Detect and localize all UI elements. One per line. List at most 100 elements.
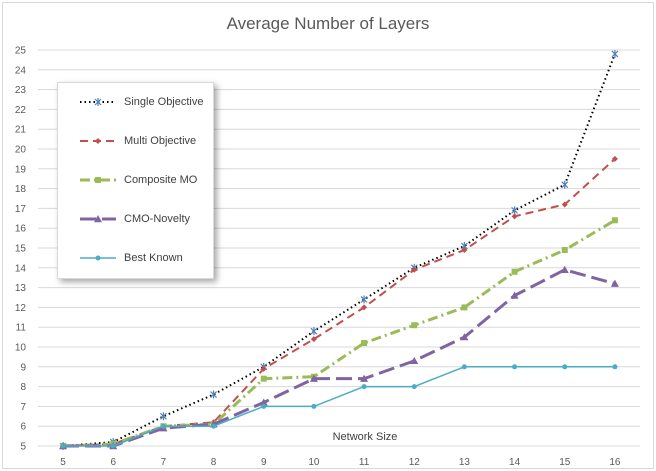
data-point (411, 266, 418, 273)
x-axis-tick-labels: 5 6 7 8 9 10 11 12 13 14 15 16 (60, 457, 621, 468)
y-tick-label: 21 (15, 125, 27, 136)
gridlines (38, 49, 640, 447)
data-point (612, 364, 618, 370)
legend-swatch (80, 98, 116, 106)
legend-item: Best Known (58, 248, 213, 268)
data-point (310, 336, 317, 343)
data-point (460, 333, 469, 341)
data-point (410, 356, 419, 365)
y-tick-label: 6 (20, 422, 26, 433)
data-point (562, 364, 568, 370)
y-tick-label: 17 (15, 204, 27, 215)
legend-swatch (80, 255, 116, 261)
x-tick-label: 16 (609, 457, 621, 468)
y-tick-label: 15 (15, 244, 27, 255)
x-tick-label: 6 (110, 457, 116, 468)
data-point (411, 322, 418, 329)
data-point (611, 217, 618, 224)
legend-marker (95, 138, 101, 144)
data-point (411, 384, 417, 390)
y-axis-tick-labels: 5 6 7 8 9 10 11 12 13 14 15 16 17 18 19 20 21 22 23 24 25 (15, 46, 27, 453)
y-tick-label: 23 (15, 85, 27, 96)
data-point (461, 246, 468, 253)
data-point (260, 365, 267, 372)
y-tick-label: 8 (20, 382, 26, 393)
y-tick-label: 7 (20, 402, 26, 413)
y-tick-label: 13 (15, 283, 27, 294)
x-tick-label: 9 (261, 457, 267, 468)
series-line (63, 366, 615, 447)
data-point (610, 279, 619, 287)
x-axis-title: Network Size (333, 431, 398, 443)
data-point (311, 403, 317, 409)
y-tick-label: 12 (15, 303, 27, 314)
data-point (110, 443, 116, 449)
y-tick-label: 9 (20, 362, 26, 373)
y-tick-label: 5 (20, 442, 26, 453)
legend-label: Single Objective (124, 96, 204, 108)
legend-marker (94, 98, 102, 106)
data-point (310, 327, 318, 336)
data-point (561, 201, 568, 208)
x-tick-label: 14 (509, 457, 521, 468)
chart-title: Average Number of Layers (226, 14, 430, 33)
legend-item: Single Objective (58, 92, 213, 112)
series-line (63, 268, 616, 448)
y-tick-label: 22 (15, 105, 27, 116)
legend-label: CMO-Novelty (124, 213, 191, 225)
data-point (512, 364, 518, 370)
legend-marker (95, 255, 101, 261)
legend: Single Objective Multi Objective Composite… (57, 82, 214, 279)
data-point (259, 398, 268, 406)
data-point (461, 364, 467, 370)
data-point (511, 268, 518, 275)
legend-swatch (80, 177, 116, 183)
y-tick-label: 19 (15, 164, 27, 175)
x-tick-label: 15 (559, 457, 571, 468)
data-point (159, 412, 167, 421)
legend-marker (94, 215, 102, 223)
data-point (361, 340, 368, 347)
legend-marker (95, 177, 101, 183)
legend-item: Composite MO (58, 170, 213, 190)
y-tick-label: 10 (15, 343, 27, 354)
data-point (210, 390, 218, 399)
data-point (160, 423, 166, 429)
data-point (560, 265, 569, 273)
legend-label: Composite MO (124, 174, 198, 186)
data-point (511, 213, 518, 220)
legend-label: Best Known (124, 252, 183, 264)
y-tick-label: 20 (15, 145, 27, 156)
x-tick-label: 7 (161, 457, 167, 468)
legend-item: CMO-Novelty (58, 209, 213, 229)
data-point (360, 295, 368, 304)
data-point (360, 374, 369, 382)
y-tick-label: 18 (15, 184, 27, 195)
data-point (211, 423, 217, 429)
legend-label: Multi Objective (124, 135, 197, 147)
x-tick-label: 5 (60, 457, 66, 468)
x-tick-label: 10 (308, 457, 320, 468)
y-tick-label: 14 (15, 263, 27, 274)
y-tick-label: 24 (15, 65, 27, 76)
data-point (561, 180, 569, 189)
data-point (60, 443, 66, 449)
series-lines (59, 49, 619, 450)
y-tick-label: 11 (16, 323, 27, 334)
series-best-known (60, 364, 618, 449)
data-point (261, 403, 267, 409)
data-point (611, 49, 619, 58)
data-point (309, 374, 318, 382)
data-point (510, 291, 519, 299)
x-tick-label: 12 (409, 457, 421, 468)
data-point (361, 384, 367, 390)
data-point (260, 375, 267, 382)
legend-item: Multi Objective (58, 131, 213, 151)
legend-swatch (80, 215, 116, 223)
x-tick-label: 8 (211, 457, 217, 468)
data-point (611, 155, 618, 162)
series-cmo-novelty (59, 265, 619, 450)
data-point (561, 246, 568, 253)
x-tick-label: 11 (359, 457, 370, 468)
